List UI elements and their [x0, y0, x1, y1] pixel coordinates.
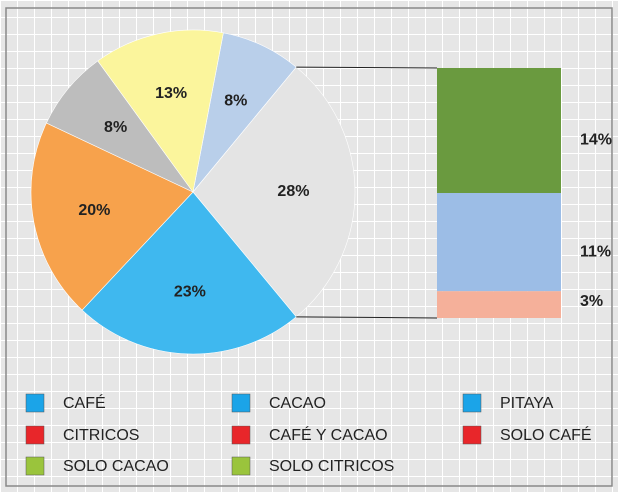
legend-swatch	[231, 456, 251, 476]
bar-segment	[437, 68, 561, 193]
legend-label: CAFÉ	[63, 393, 106, 412]
slice-label: 13%	[155, 85, 187, 102]
legend-swatch	[25, 393, 45, 413]
slice-label: 23%	[174, 284, 206, 301]
legend-swatch	[231, 425, 251, 445]
legend-label: SOLO CACAO	[63, 458, 169, 475]
legend-label: CITRICOS	[63, 427, 139, 444]
slice-label: 28%	[277, 183, 309, 200]
legend-swatch	[25, 456, 45, 476]
legend-swatch	[231, 393, 251, 413]
frame	[5, 7, 613, 487]
pie-slice	[97, 29, 224, 193]
bar-segment	[437, 193, 561, 292]
connector-line	[296, 66, 438, 69]
legend-swatch	[462, 393, 482, 413]
legend-label: SOLO CITRICOS	[269, 458, 394, 475]
bar-label: 11%	[580, 243, 611, 260]
bar-label: 3%	[580, 293, 603, 310]
legend-label: SOLO CAFÉ	[500, 425, 592, 444]
legend-label: PITAYA	[500, 395, 554, 412]
connector-line	[296, 316, 438, 319]
pie-slice	[81, 191, 297, 355]
bar-label: 14%	[580, 132, 612, 149]
legend-label: CACAO	[269, 395, 326, 412]
bar-segment	[437, 291, 561, 318]
legend-swatch	[462, 425, 482, 445]
pie-slice	[192, 66, 356, 318]
legend-swatch	[25, 425, 45, 445]
slice-label: 8%	[224, 92, 247, 109]
slice-label: 20%	[78, 202, 110, 219]
slice-label: 8%	[104, 119, 127, 136]
legend-label: CAFÉ Y CACAO	[269, 425, 388, 444]
pie-slice	[30, 122, 194, 311]
